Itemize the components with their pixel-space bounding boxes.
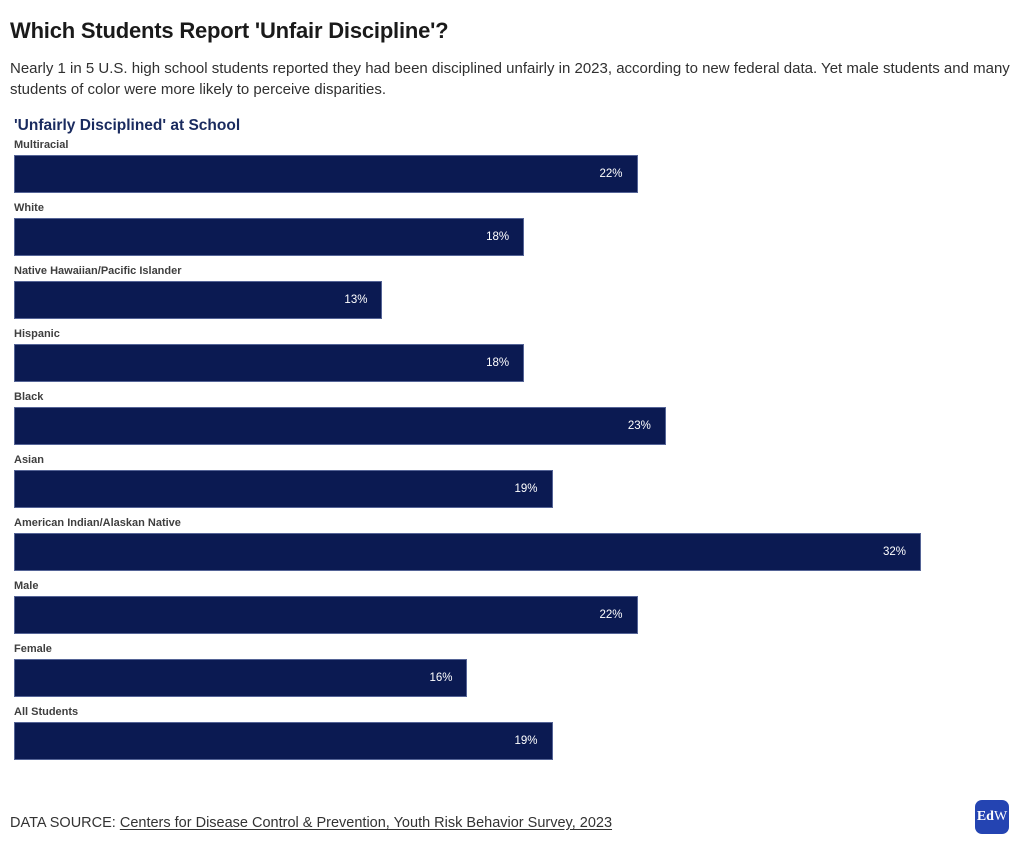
bar-category-label: All Students: [14, 706, 79, 718]
bar-track: 23%: [14, 407, 1006, 445]
bar-value-label: 19%: [514, 483, 538, 495]
edweek-logo[interactable]: Ed W: [975, 800, 1009, 834]
bar[interactable]: 19%: [14, 722, 553, 760]
chart-title: 'Unfairly Disciplined' at School: [14, 117, 241, 134]
bar-category-label: Female: [14, 643, 52, 655]
bar-category-label: Black: [14, 391, 44, 403]
bar-row: American Indian/Alaskan Native 32%: [14, 517, 1006, 571]
footer: DATA SOURCE: Centers for Disease Control…: [10, 800, 1010, 834]
data-source-line: DATA SOURCE: Centers for Disease Control…: [10, 815, 612, 834]
bar-track: 22%: [14, 596, 1006, 634]
header: Which Students Report 'Unfair Discipline…: [10, 17, 1010, 100]
edweek-logo-text-light: W: [993, 809, 1008, 824]
bar[interactable]: 13%: [14, 281, 383, 319]
bar-category-label: Male: [14, 580, 39, 592]
data-source-prefix: DATA SOURCE:: [10, 815, 120, 831]
bar-category-label: White: [14, 202, 44, 214]
bar[interactable]: 22%: [14, 596, 638, 634]
bar-value-label: 13%: [344, 294, 368, 306]
bar-value-label: 18%: [486, 357, 510, 369]
bar-track: 19%: [14, 722, 1006, 760]
bar-row: White 18%: [14, 202, 1006, 256]
page-subtitle: Nearly 1 in 5 U.S. high school students …: [10, 60, 1010, 98]
bar-row: Native Hawaiian/Pacific Islander 13%: [14, 265, 1006, 319]
bar-category-label: Hispanic: [14, 328, 60, 340]
bar[interactable]: 18%: [14, 344, 525, 382]
bar-value-label: 19%: [514, 735, 538, 747]
page-title: Which Students Report 'Unfair Discipline…: [10, 18, 449, 43]
bar-track: 32%: [14, 533, 1006, 571]
bar-row: Asian 19%: [14, 454, 1006, 508]
bar-value-label: 18%: [486, 231, 510, 243]
bar-category-label: Multiracial: [14, 139, 69, 151]
bar-value-label: 22%: [599, 168, 623, 180]
bar[interactable]: 32%: [14, 533, 921, 571]
bar-row: Black 23%: [14, 391, 1006, 445]
bar-category-label: Native Hawaiian/Pacific Islander: [14, 265, 182, 277]
bar-row: Male 22%: [14, 580, 1006, 634]
bar-track: 13%: [14, 281, 1006, 319]
bar-category-label: American Indian/Alaskan Native: [14, 517, 181, 529]
bar[interactable]: 16%: [14, 659, 468, 697]
bar-track: 22%: [14, 155, 1006, 193]
bar[interactable]: 18%: [14, 218, 525, 256]
bar-row: Hispanic 18%: [14, 328, 1006, 382]
edweek-logo-text-bold: Ed: [976, 809, 994, 824]
bar-track: 18%: [14, 218, 1006, 256]
bar-category-label: Asian: [14, 454, 44, 466]
chart: 'Unfairly Disciplined' at School Multira…: [10, 117, 1010, 760]
bar[interactable]: 19%: [14, 470, 553, 508]
data-source-link[interactable]: Centers for Disease Control & Prevention…: [119, 815, 613, 831]
bar-chart: Multiracial 22% White 18% Native Hawaiia…: [14, 139, 1006, 760]
bar[interactable]: 23%: [14, 407, 666, 445]
bar-value-label: 22%: [599, 609, 623, 621]
bar-track: 16%: [14, 659, 1006, 697]
bar-value-label: 23%: [627, 420, 651, 432]
bar-track: 18%: [14, 344, 1006, 382]
bar-value-label: 16%: [429, 672, 453, 684]
bar-row: Female 16%: [14, 643, 1006, 697]
bar-row: All Students 19%: [14, 706, 1006, 760]
bar-value-label: 32%: [882, 546, 906, 558]
bar-track: 19%: [14, 470, 1006, 508]
bar[interactable]: 22%: [14, 155, 638, 193]
bar-row: Multiracial 22%: [14, 139, 1006, 193]
